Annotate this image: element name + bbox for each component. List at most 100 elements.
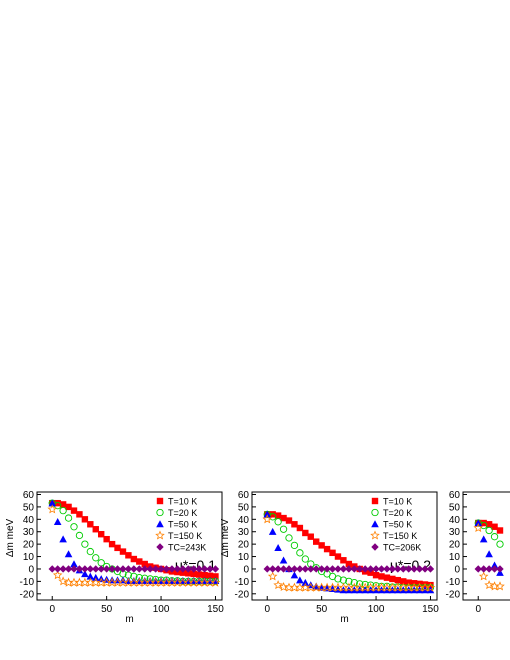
legend-marker	[156, 543, 164, 551]
x-tick-label: 150	[422, 604, 439, 615]
y-tick-label: 10	[238, 552, 250, 563]
data-point	[130, 565, 138, 573]
data-point	[98, 531, 105, 538]
data-point	[274, 565, 282, 573]
data-point	[328, 565, 337, 573]
data-point	[339, 565, 348, 573]
data-point	[151, 565, 160, 573]
data-point	[92, 554, 100, 562]
data-point	[179, 569, 187, 576]
data-point	[317, 565, 326, 573]
y-tick-label: 60	[449, 490, 461, 501]
y-tick-label: 40	[23, 515, 35, 526]
data-point	[285, 534, 293, 542]
data-point	[81, 570, 89, 578]
y-tick-label: 10	[449, 552, 461, 563]
data-point	[378, 573, 385, 580]
x-tick-label: 0	[475, 604, 481, 615]
data-point	[113, 565, 122, 573]
data-point	[290, 565, 299, 573]
data-point	[200, 576, 209, 584]
data-point	[47, 504, 57, 514]
data-point	[200, 565, 209, 573]
data-point	[130, 555, 138, 563]
data-point	[425, 582, 436, 592]
data-point	[307, 533, 314, 540]
y-tick-label: 40	[238, 515, 250, 526]
data-point	[313, 538, 320, 545]
data-point	[427, 581, 434, 589]
data-point	[323, 545, 331, 553]
data-point	[484, 580, 494, 590]
data-point	[189, 576, 198, 584]
data-point	[280, 514, 287, 522]
data-point	[285, 517, 293, 524]
y-tick-label: -20	[235, 589, 250, 600]
x-tick-label: 50	[101, 604, 113, 615]
data-point	[70, 507, 78, 514]
data-point	[340, 557, 347, 564]
data-point	[361, 565, 369, 573]
data-point	[168, 565, 176, 573]
data-point	[124, 565, 133, 573]
y-tick-label: 50	[449, 502, 461, 513]
data-point	[485, 526, 493, 535]
data-point	[290, 541, 299, 550]
data-point	[92, 565, 100, 573]
data-point	[377, 565, 386, 573]
data-point	[190, 565, 198, 573]
data-point	[185, 570, 192, 577]
data-point	[70, 560, 78, 568]
data-point	[307, 565, 315, 573]
data-point	[81, 540, 89, 548]
data-point	[173, 576, 182, 584]
data-point	[318, 542, 325, 549]
data-point	[350, 565, 358, 573]
data-point	[269, 511, 276, 518]
data-point	[146, 565, 154, 573]
data-point	[274, 518, 282, 526]
data-point	[75, 531, 84, 540]
data-point	[394, 565, 402, 573]
data-point	[179, 576, 187, 584]
data-point	[400, 578, 407, 585]
data-point	[495, 581, 505, 591]
data-point	[141, 560, 148, 568]
y-tick-label: 0	[454, 564, 460, 575]
data-point	[479, 565, 488, 573]
y-tick-label: 50	[23, 502, 35, 513]
data-point	[206, 565, 214, 573]
data-point	[267, 571, 278, 581]
data-point	[184, 576, 193, 584]
y-tick-label: 10	[23, 552, 35, 563]
data-point	[184, 565, 192, 573]
data-point	[58, 576, 68, 586]
data-point	[86, 565, 95, 573]
data-point	[356, 565, 364, 573]
data-point	[114, 544, 121, 552]
x-tick-label: 100	[368, 604, 385, 615]
data-point	[273, 580, 283, 590]
y-tick-label: 40	[449, 515, 461, 526]
data-point	[64, 550, 73, 558]
x-tick-label: 0	[264, 604, 270, 615]
data-point	[480, 519, 487, 527]
y-tick-label: 20	[238, 540, 250, 551]
data-point	[496, 540, 504, 548]
data-point	[474, 519, 483, 527]
data-point	[285, 565, 293, 573]
y-tick-label: 60	[23, 490, 35, 501]
data-point	[291, 521, 298, 528]
data-point	[473, 522, 483, 533]
data-point	[140, 576, 149, 584]
data-point	[421, 565, 429, 573]
data-point	[157, 576, 165, 584]
data-point	[274, 544, 282, 552]
data-point	[263, 565, 271, 573]
data-point	[367, 569, 374, 576]
data-point	[76, 511, 83, 518]
data-point	[405, 565, 413, 573]
legend-label: T=10 K	[383, 497, 412, 507]
data-point	[179, 565, 187, 573]
